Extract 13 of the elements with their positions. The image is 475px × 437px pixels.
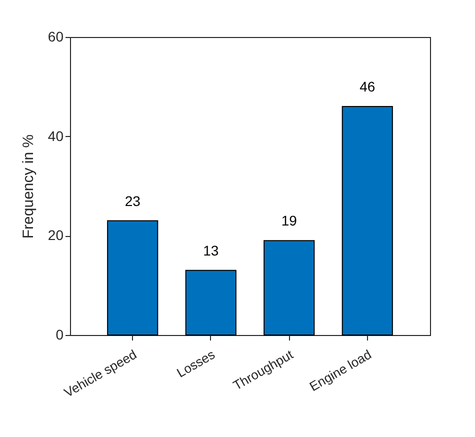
y-tick-label: 40 (48, 128, 64, 144)
bar (342, 106, 393, 336)
y-tick-label: 0 (56, 326, 64, 342)
data-label: 19 (281, 212, 298, 229)
data-label: 13 (203, 242, 219, 258)
data-label: 23 (124, 192, 141, 209)
y-tick-label: 60 (48, 28, 64, 44)
bar (264, 240, 315, 336)
bar (185, 270, 236, 336)
y-axis-title: Frequency in % (20, 134, 37, 239)
y-tick-label: 20 (48, 227, 64, 244)
bar (107, 220, 158, 336)
data-label: 46 (360, 78, 376, 95)
